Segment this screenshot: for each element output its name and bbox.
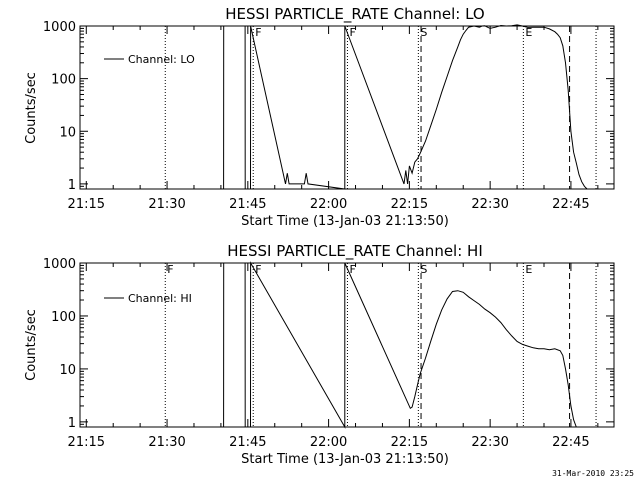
series-line-hi (223, 261, 577, 429)
channel-hi-panel: HESSI PARTICLE_RATE Channel: HI 21:15 21:… (24, 242, 615, 467)
x-tick-label: 22:30 (471, 435, 508, 450)
legend-label: Channel: LO (128, 53, 195, 66)
flag-label: S (420, 263, 427, 276)
y-tick-label: 1000 (43, 20, 76, 35)
channel-lo-panel: HESSI PARTICLE_RATE Channel: LO 21:15 21:… (24, 5, 615, 229)
x-axis-label: Start Time (13-Jan-03 21:13:50) (241, 214, 449, 229)
y-tick-label: 1 (68, 416, 76, 431)
chart-title: HESSI PARTICLE_RATE Channel: HI (227, 242, 483, 261)
x-tick-label: 22:00 (310, 197, 347, 212)
flag-label: F (349, 26, 355, 39)
x-tick-label: 22:15 (391, 197, 428, 212)
flag-label: S (420, 26, 427, 39)
x-tick-label: 21:30 (148, 197, 185, 212)
chart-title: HESSI PARTICLE_RATE Channel: LO (225, 5, 484, 24)
flag-label: F (349, 263, 355, 276)
y-tick-label: 10 (59, 363, 76, 378)
y-axis-label: Counts/sec (24, 72, 39, 144)
footer-timestamp: 31-Mar-2010 23:25 (552, 469, 634, 478)
series-line-lo (223, 24, 588, 190)
x-tick-label: 22:00 (310, 435, 347, 450)
x-tick-label: 22:45 (552, 435, 589, 450)
legend: Channel: HI (104, 292, 192, 305)
x-tick-label: 22:30 (471, 197, 508, 212)
y-tick-label: 100 (51, 310, 76, 325)
y-tick-label: 10 (59, 125, 76, 140)
x-tick-label: 22:45 (552, 197, 589, 212)
x-axis-label: Start Time (13-Jan-03 21:13:50) (241, 452, 449, 467)
y-axis-label: Counts/sec (24, 309, 39, 381)
x-tick-label: 21:30 (148, 435, 185, 450)
x-tick-label: 22:15 (391, 435, 428, 450)
x-tick-label: 21:15 (68, 197, 105, 212)
flag-label: E (525, 26, 532, 39)
flag-label: F (255, 263, 261, 276)
x-tick-label: 21:45 (229, 197, 266, 212)
y-tick-label: 1 (68, 178, 76, 193)
x-tick-label: 21:45 (229, 435, 266, 450)
flag-label: F (167, 263, 173, 276)
y-tick-label: 1000 (43, 257, 76, 272)
flag-label: F (255, 26, 261, 39)
legend-label: Channel: HI (128, 292, 192, 305)
legend: Channel: LO (104, 53, 195, 66)
x-tick-label: 21:15 (68, 435, 105, 450)
y-tick-label: 100 (51, 73, 76, 88)
flag-label: E (525, 263, 532, 276)
